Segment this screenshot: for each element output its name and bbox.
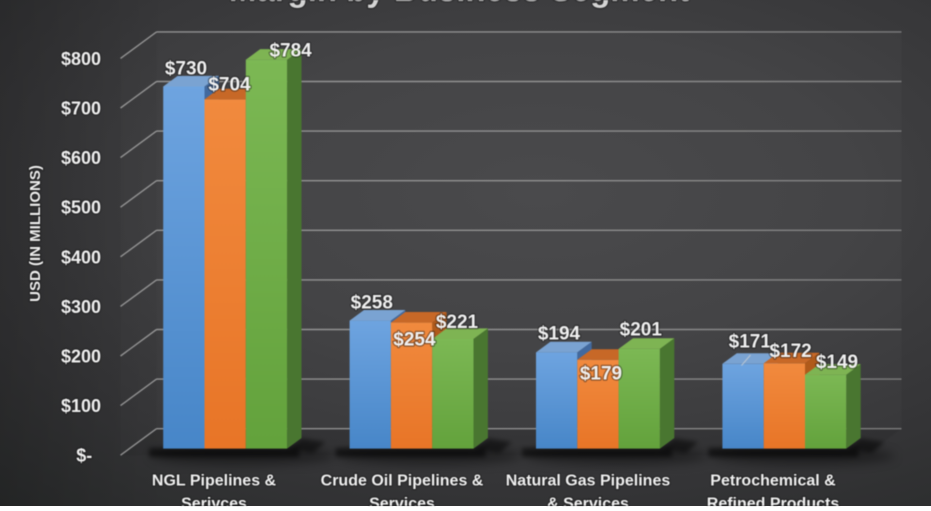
svg-text:& Services: & Services [547,496,629,507]
svg-text:$784: $784 [269,41,312,62]
svg-text:$300: $300 [61,297,101,317]
svg-text:$400: $400 [61,247,101,267]
svg-text:$258: $258 [351,293,393,314]
svg-text:$149: $149 [816,352,858,373]
svg-text:$-: $- [76,446,92,466]
svg-text:$254: $254 [393,330,436,351]
svg-text:Margin by Business Segment: Margin by Business Segment [229,0,689,8]
svg-text:$171: $171 [729,332,772,353]
svg-text:$700: $700 [61,99,101,119]
svg-text:NGL Pipelines &: NGL Pipelines & [152,473,277,490]
svg-text:$100: $100 [61,396,101,416]
svg-text:$730: $730 [165,59,207,80]
svg-text:Natural Gas Pipelines: Natural Gas Pipelines [506,473,671,490]
svg-text:$800: $800 [61,49,101,69]
svg-text:Serivces: Serivces [181,496,247,507]
svg-text:$200: $200 [61,347,101,367]
svg-text:Crude Oil Pipelines &: Crude Oil Pipelines & [321,473,484,490]
svg-text:$194: $194 [538,324,581,345]
svg-text:Petrochemical &: Petrochemical & [710,473,836,490]
svg-text:$201: $201 [620,320,663,341]
svg-text:$172: $172 [769,341,811,362]
svg-text:$500: $500 [61,198,101,218]
svg-text:Services: Services [369,496,435,507]
svg-text:$179: $179 [580,364,622,385]
svg-text:$704: $704 [208,75,251,96]
svg-text:$221: $221 [436,312,479,333]
svg-text:$600: $600 [61,148,101,168]
svg-text:USD (IN MILLIONS): USD (IN MILLIONS) [27,165,44,302]
svg-text:Refined Products: Refined Products [707,496,840,507]
